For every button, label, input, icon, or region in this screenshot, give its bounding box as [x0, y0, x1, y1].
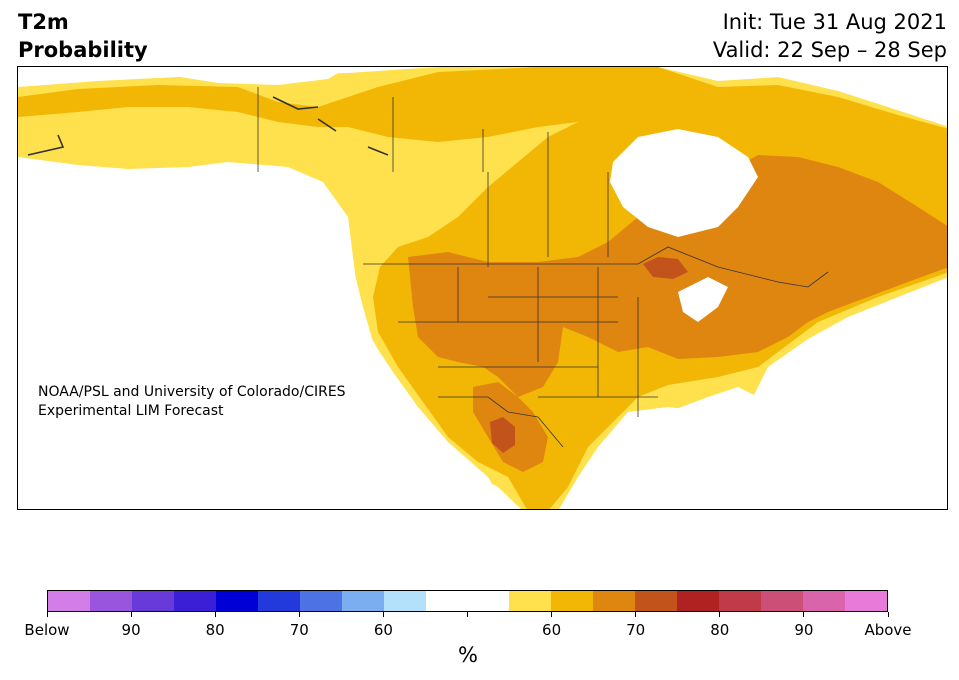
valid-range: Valid: 22 Sep – 28 Sep — [712, 38, 947, 62]
colorbar-tick — [214, 612, 216, 617]
colorbar-tick — [803, 612, 805, 617]
colorbar-segment — [593, 591, 636, 611]
colorbar-tick — [467, 612, 468, 617]
colorbar-segment — [299, 591, 342, 611]
colorbar-segment — [173, 591, 216, 611]
colorbar-tick — [551, 612, 553, 617]
colorbar-segment — [131, 591, 174, 611]
colorbar-segment — [509, 591, 552, 611]
colorbar-segment — [467, 591, 510, 611]
colorbar-tick-label: 80 — [205, 621, 225, 639]
colorbar-tick — [719, 612, 721, 617]
colorbar-segment — [551, 591, 594, 611]
colorbar-tick-label: 90 — [794, 621, 814, 639]
arctic-north-band — [18, 67, 348, 85]
colorbar-tick-label: 70 — [626, 621, 646, 639]
colorbar-segment — [341, 591, 384, 611]
colorbar-segment — [635, 591, 678, 611]
political-borders — [257, 87, 829, 448]
credit-text: NOAA/PSL and University of Colorado/CIRE… — [38, 383, 346, 421]
credit-line-2: Experimental LIM Forecast — [38, 403, 224, 419]
colorbar-segment — [719, 591, 762, 611]
border-lines-thick — [27, 96, 389, 156]
pacific-ocean — [18, 167, 507, 509]
colorbar-tick-label: 90 — [121, 621, 141, 639]
colorbar-unit: % — [458, 643, 478, 667]
colorbar-segment — [48, 591, 90, 611]
credit-line-1: NOAA/PSL and University of Colorado/CIRE… — [38, 384, 346, 400]
colorbar-tick-label: 80 — [710, 621, 730, 639]
colorbar-tick — [130, 612, 132, 617]
colorbar-segment — [803, 591, 846, 611]
colorbar-tick-label: 60 — [373, 621, 393, 639]
probability-map — [17, 66, 948, 510]
colorbar-segment — [425, 591, 468, 611]
colorbar-tick-label: 60 — [542, 621, 562, 639]
colorbar-tick-label: Below — [24, 621, 70, 639]
colorbar-tick-label: Above — [864, 621, 912, 639]
southeast-neutral — [668, 387, 758, 447]
colorbar-segment — [215, 591, 258, 611]
init-date: Init: Tue 31 Aug 2021 — [722, 10, 947, 34]
hotspot-mexico — [490, 417, 515, 453]
colorbar-tick — [635, 612, 637, 617]
colorbar-tick — [887, 612, 889, 617]
title-type: Probability — [18, 38, 148, 62]
colorbar — [47, 590, 888, 612]
forecast-dates: Init: Tue 31 Aug 2021 Valid: 22 Sep – 28… — [713, 8, 947, 64]
colorbar-tick — [382, 612, 384, 617]
map-canvas — [18, 67, 947, 509]
colorbar-segment — [383, 591, 426, 611]
colorbar-tick — [298, 612, 300, 617]
colorbar-segment — [89, 591, 132, 611]
hudson-bay — [610, 129, 758, 237]
title-variable: T2m — [18, 10, 69, 34]
colorbar-tick-label: 70 — [289, 621, 309, 639]
colorbar-segment — [257, 591, 300, 611]
colorbar-segment — [677, 591, 720, 611]
great-lakes — [678, 277, 728, 322]
colorbar-segment — [845, 591, 888, 611]
hotspot-lake-superior — [643, 257, 688, 279]
colorbar-tick — [46, 612, 48, 617]
map-title: T2m Probability — [18, 8, 148, 64]
colorbar-segment — [761, 591, 804, 611]
